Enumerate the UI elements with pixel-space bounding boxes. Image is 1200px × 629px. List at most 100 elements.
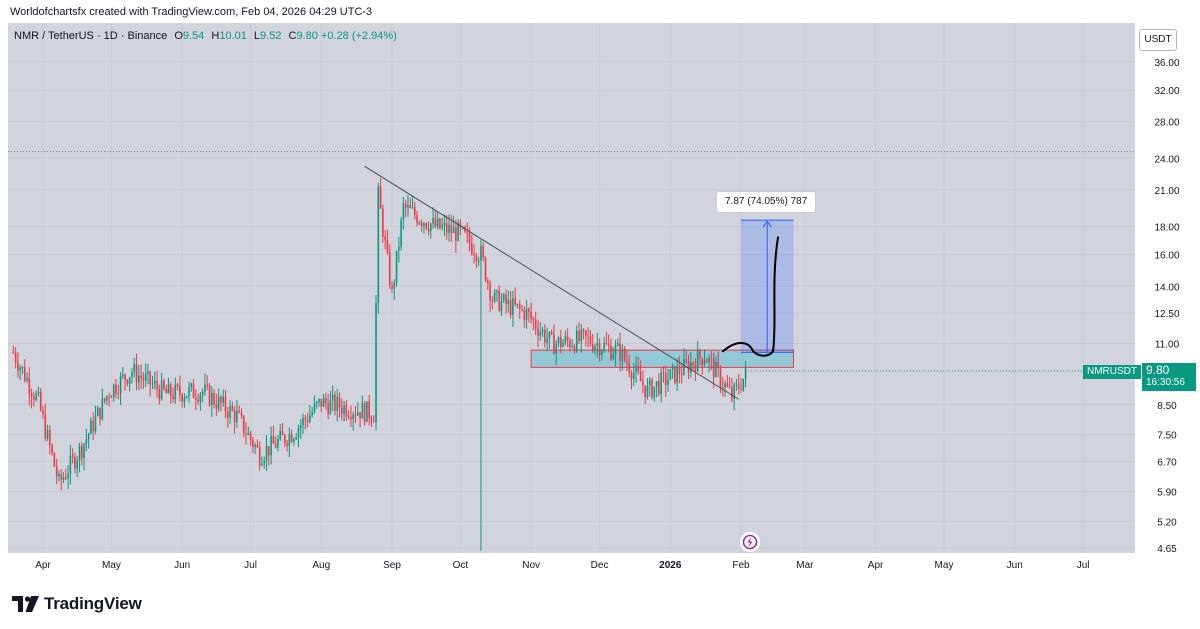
candle-body	[14, 352, 17, 363]
candle-body	[546, 338, 548, 343]
candle-body	[331, 394, 334, 400]
candle-body	[601, 350, 603, 356]
candle-body	[28, 378, 31, 394]
candle-body	[528, 308, 530, 312]
candle-body	[83, 444, 85, 459]
candle-body	[491, 300, 494, 302]
candle-body	[135, 363, 138, 383]
candle-body	[701, 358, 704, 365]
x-tick-label: Jun	[1007, 560, 1023, 571]
candle-body	[553, 333, 555, 354]
candle-body	[204, 384, 206, 392]
candle-body	[409, 205, 412, 208]
candle-body	[605, 342, 608, 345]
candle-body	[690, 362, 692, 373]
candle-body	[188, 387, 190, 397]
candle-body	[142, 377, 145, 381]
time-axis[interactable]	[8, 553, 1135, 576]
candle-body	[726, 383, 729, 387]
candle-body	[416, 215, 418, 224]
candle-body	[62, 477, 65, 481]
candle-body	[708, 357, 710, 363]
candle-body	[525, 308, 528, 321]
candle-body	[630, 373, 633, 380]
candle-body	[325, 397, 327, 404]
candle-body	[76, 460, 79, 469]
candle-body	[144, 374, 147, 381]
trendline	[364, 165, 739, 400]
candle-body	[119, 376, 122, 394]
candle-body	[192, 383, 195, 398]
candle-body	[735, 383, 738, 385]
candle-body	[21, 367, 24, 369]
candle-body	[341, 407, 343, 414]
candle-body	[55, 466, 58, 477]
high-key: H	[211, 30, 220, 42]
candle-body	[498, 290, 501, 311]
candle-body	[386, 239, 389, 253]
bolt-icon[interactable]	[739, 531, 761, 553]
candle-body	[231, 406, 234, 411]
candle-body	[473, 253, 475, 256]
x-tick-label: Apr	[868, 560, 884, 571]
candle-body	[493, 291, 496, 302]
candle-body	[484, 257, 487, 281]
candle-body	[669, 369, 672, 380]
candle-body	[60, 474, 63, 481]
candle-body	[662, 372, 665, 374]
candle-body	[487, 280, 489, 284]
x-tick-label: 2026	[659, 560, 682, 571]
candle-body	[475, 255, 478, 261]
candle-body	[46, 430, 49, 439]
candle-body	[345, 405, 348, 417]
candle-body	[306, 419, 309, 422]
candle-body	[156, 380, 158, 389]
candle-body	[354, 414, 357, 416]
close-value: 9.80	[296, 30, 318, 42]
x-tick-label: Dec	[591, 560, 609, 571]
candle-body	[233, 410, 236, 423]
candle-body	[90, 420, 92, 435]
candle-body	[710, 357, 713, 359]
candle-body	[534, 320, 537, 329]
candle-body	[555, 343, 558, 354]
candle-body	[685, 359, 688, 362]
candle-body	[229, 406, 231, 418]
candle-body	[382, 208, 384, 237]
candle-body	[635, 365, 637, 373]
candle-body	[131, 372, 133, 378]
candle-body	[393, 282, 396, 289]
candle-body	[705, 360, 708, 363]
candle-body	[612, 354, 615, 360]
y-tick-label: 4.65	[1157, 544, 1177, 555]
tradingview-logo[interactable]: TradingView	[12, 593, 142, 615]
header-credit: Worldofchartsfx created with TradingView…	[10, 6, 373, 18]
candle-body	[363, 403, 366, 422]
candle-body	[309, 415, 311, 422]
candle-body	[288, 433, 291, 446]
candle-body	[628, 363, 631, 374]
candle-body	[712, 358, 715, 378]
last-price-value: 9.80	[1146, 363, 1170, 377]
candle-body	[571, 346, 574, 348]
candle-body	[281, 431, 284, 436]
candle-body	[174, 384, 177, 400]
candle-body	[516, 303, 519, 305]
candle-body	[724, 383, 726, 388]
candle-body	[315, 402, 318, 404]
candle-body	[457, 222, 459, 241]
candle-body	[587, 335, 589, 337]
candle-body	[658, 381, 660, 394]
candle-body	[617, 343, 619, 346]
price-axis[interactable]	[1135, 23, 1200, 553]
candle-body	[101, 398, 104, 420]
candle-body	[496, 290, 498, 292]
candle-body	[58, 474, 60, 477]
candle-body	[742, 378, 745, 390]
currency-button[interactable]: USDT	[1139, 29, 1177, 51]
candle-body	[327, 403, 329, 415]
y-tick-label: 21.00	[1154, 186, 1179, 197]
candle-body	[598, 343, 601, 356]
chart-area[interactable]	[8, 23, 1135, 553]
candle-body	[206, 384, 209, 386]
